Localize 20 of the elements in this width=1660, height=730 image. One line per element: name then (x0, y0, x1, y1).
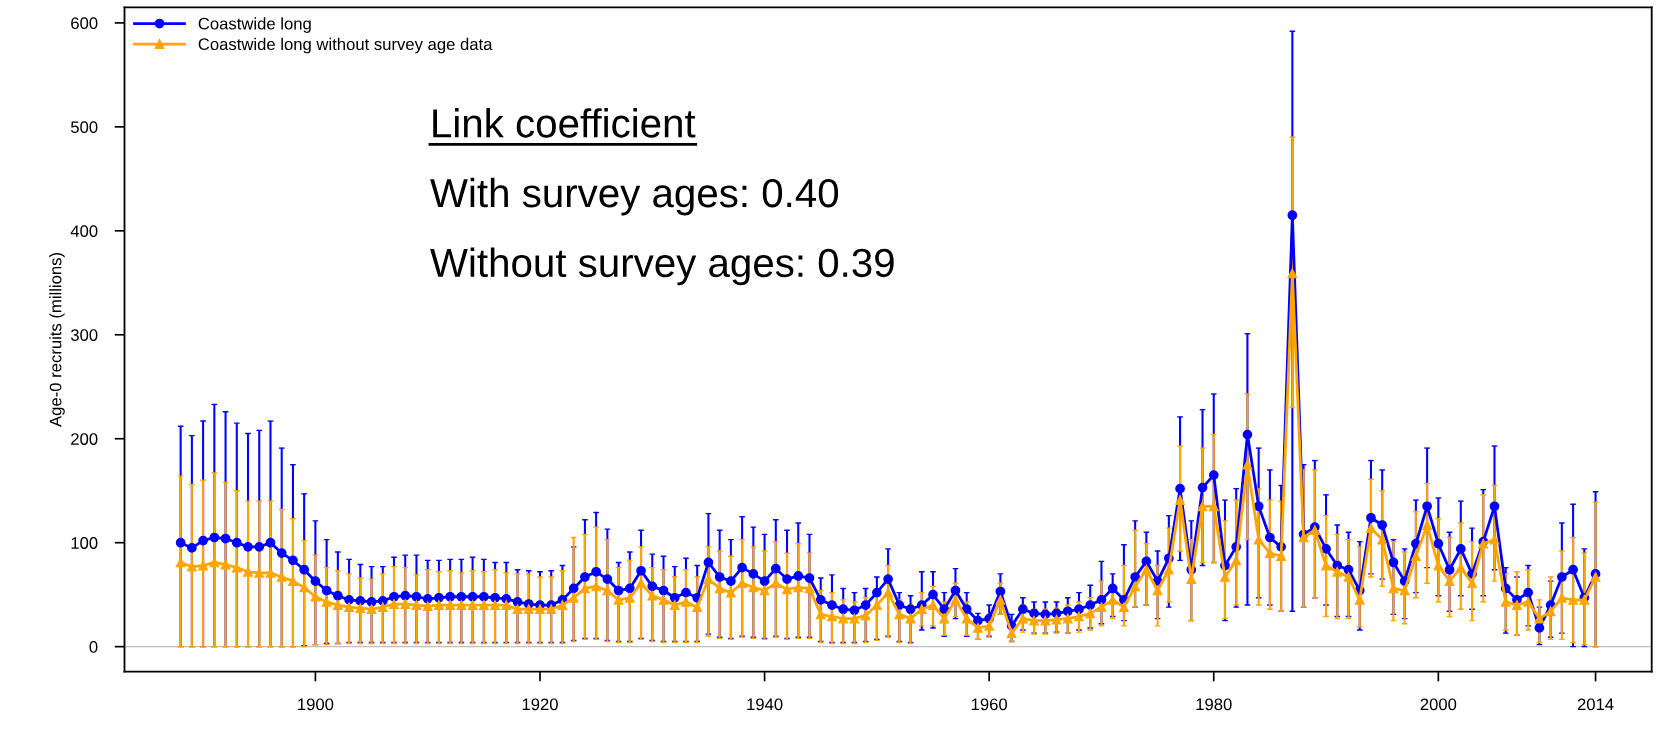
y-tick-label: 500 (70, 121, 98, 134)
y-tick-label: 100 (71, 537, 98, 549)
annotation: With survey ages: 0.40 (430, 177, 839, 216)
y-tick-label: 0 (89, 641, 98, 653)
x-tick-label: 1980 (1196, 698, 1232, 711)
y-axis-title: Age-0 recruits (millions) (49, 252, 65, 427)
y-tick-label: 400 (70, 225, 98, 238)
annotation: Without survey ages: 0.39 (430, 247, 894, 286)
legend-label: Coastwide long without survey age data (198, 37, 493, 54)
x-tick-label: 2014 (1577, 698, 1614, 711)
y-tick-label: 300 (70, 329, 98, 341)
y-tick-label: 600 (71, 17, 98, 30)
x-tick-label: 1940 (747, 698, 783, 711)
x-tick-label: 1960 (971, 698, 1008, 711)
legend-label: Coastwide long (198, 17, 311, 33)
x-tick-label: 2000 (1420, 698, 1457, 711)
annotation: Link coefficient (433, 108, 696, 138)
x-tick-label: 1920 (522, 698, 558, 711)
x-tick-label: 1900 (298, 698, 334, 711)
y-tick-label: 200 (71, 433, 98, 445)
